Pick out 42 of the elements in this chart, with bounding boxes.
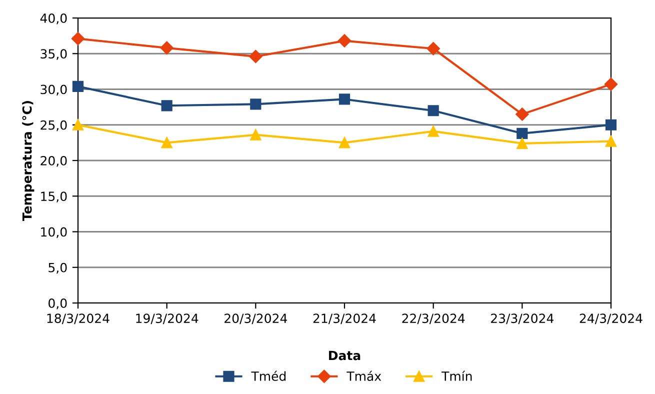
y-tick-label: 40,0 <box>40 13 67 24</box>
point <box>161 137 172 148</box>
x-tick-label: 20/3/2024 <box>224 314 288 324</box>
y-axis-title: Temperatura (°C) <box>22 101 34 221</box>
point <box>428 126 439 137</box>
point <box>250 98 262 110</box>
point <box>72 119 84 130</box>
x-axis-title: Data <box>329 350 360 360</box>
point <box>605 119 617 130</box>
legend-label: Tméd <box>251 370 286 381</box>
point <box>160 41 174 55</box>
x-tick-label: 21/3/2024 <box>313 314 376 324</box>
point <box>250 129 262 140</box>
point <box>72 80 84 92</box>
y-tick-label: 25,0 <box>40 120 67 132</box>
point <box>604 78 618 91</box>
y-tick-label: 15,0 <box>41 192 67 202</box>
y-tick-label: 10,0 <box>41 227 67 238</box>
point <box>338 137 350 148</box>
point <box>426 42 440 56</box>
point <box>338 94 350 105</box>
y-tick-label: 5,0 <box>48 262 67 274</box>
point <box>605 136 617 147</box>
point <box>516 138 528 149</box>
legend-label: Tmáx <box>346 370 382 381</box>
legend-label: Tmín <box>442 370 472 381</box>
point <box>516 128 528 139</box>
y-tick-label: 35,0 <box>40 49 67 60</box>
point <box>71 32 85 46</box>
point <box>338 34 352 48</box>
x-tick-label: 18/3/2024 <box>47 314 110 324</box>
point <box>428 105 439 116</box>
y-tick-label: 20,0 <box>40 156 67 167</box>
x-tick-label: 24/3/2024 <box>580 314 642 324</box>
x-tick-label: 22/3/2024 <box>402 314 465 324</box>
y-tick-label: 0,0 <box>48 298 67 310</box>
x-tick-label: 19/3/2024 <box>136 314 198 324</box>
point <box>249 50 262 64</box>
x-tick-label: 23/3/2024 <box>491 314 554 324</box>
point <box>516 108 529 121</box>
y-tick-label: 30,0 <box>40 84 67 96</box>
point <box>161 100 172 112</box>
